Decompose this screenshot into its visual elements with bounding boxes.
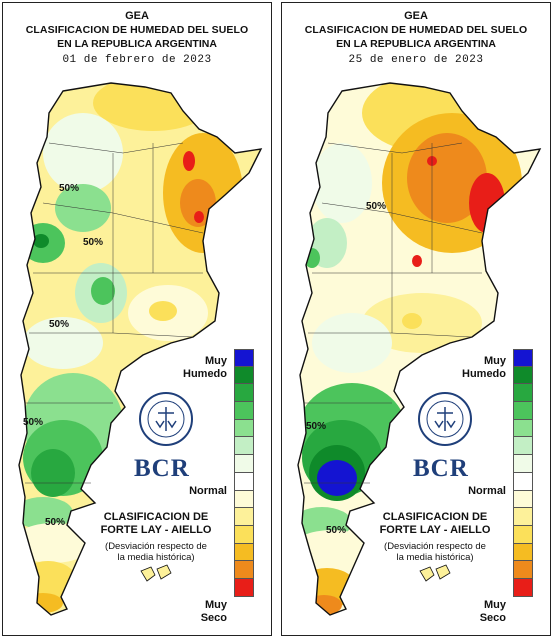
legend-swatch [513,490,533,509]
legend-swatch [513,543,533,562]
legend-swatch [513,366,533,385]
country-outline-right [297,82,542,616]
classification-note: (Desviación respecto de la media históric… [384,541,486,563]
map-title-line2: EN LA REPUBLICA ARGENTINA [57,38,217,50]
legend-swatch [234,543,254,562]
legend-middle-label: Normal [468,485,506,497]
org-title: GEA [125,10,149,22]
bcr-logo: BCR [413,455,469,482]
bcr-seal-icon [418,392,472,446]
legend-swatch [513,578,533,597]
legend-swatch [513,437,533,456]
map-date: 01 de febrero de 2023 [62,54,212,66]
map-panel-right: GEA CLASIFICACION DE HUMEDAD DEL SUELO E… [281,2,551,636]
legend-swatch [513,419,533,438]
legend-swatch [234,419,254,438]
color-legend-right [513,349,533,597]
falkland-islands-right [419,564,451,582]
map-date: 25 de enero de 2023 [348,54,484,66]
legend-swatch [234,490,254,509]
legend-swatch [513,384,533,403]
legend-swatch [513,455,533,473]
map-title-line1: CLASIFICACION DE HUMEDAD DEL SUELO [304,24,528,36]
legend-swatch [513,472,533,491]
contour-label: 50% [59,183,80,194]
legend-swatch [234,455,254,473]
legend-swatch [234,508,254,526]
org-title: GEA [404,10,428,22]
legend-swatch [234,578,254,597]
legend-swatch [513,349,533,367]
contour-label: 50% [326,525,347,536]
map-title-line2: EN LA REPUBLICA ARGENTINA [336,38,496,50]
contour-label: 50% [49,319,70,330]
legend-swatch [234,349,254,367]
province-borders-left [25,142,204,484]
contour-label: 50% [23,417,44,428]
legend-swatch [513,508,533,526]
legend-top-label: Muy Humedo [462,355,506,380]
legend-bottom-label: Muy Seco [479,599,506,624]
legend-bottom-label: Muy Seco [200,599,227,624]
legend-swatch [513,561,533,579]
classification-title: CLASIFICACION DE FORTE LAY - AIELLO [100,511,212,536]
contour-label: 50% [306,421,327,432]
map-title-line1: CLASIFICACION DE HUMEDAD DEL SUELO [25,24,249,36]
contour-label: 50% [83,237,104,248]
legend-swatch [513,402,533,420]
legend-swatch [234,366,254,385]
color-legend-left [234,349,254,597]
legend-middle-label: Normal [189,485,227,497]
classification-title: CLASIFICACION DE FORTE LAY - AIELLO [379,511,491,536]
falkland-islands-left [140,564,172,582]
legend-swatch [234,402,254,420]
country-outline-left [18,82,263,616]
legend-swatch [513,525,533,544]
legend-swatch [234,561,254,579]
legend-swatch [234,525,254,544]
bcr-logo: BCR [134,455,190,482]
legend-top-label: Muy Humedo [183,355,227,380]
legend-swatch [234,437,254,456]
argentina-map-left [18,82,263,616]
legend-swatch [234,384,254,403]
contour-label: 50% [45,517,66,528]
map-panel-left: GEA CLASIFICACION DE HUMEDAD DEL SUELO E… [2,2,272,636]
classification-note: (Desviación respecto de la media históric… [105,541,207,563]
province-borders-right [304,142,483,484]
argentina-map-right [297,82,542,616]
contour-label: 50% [366,201,387,212]
bcr-seal-icon [139,392,193,446]
legend-swatch [234,472,254,491]
